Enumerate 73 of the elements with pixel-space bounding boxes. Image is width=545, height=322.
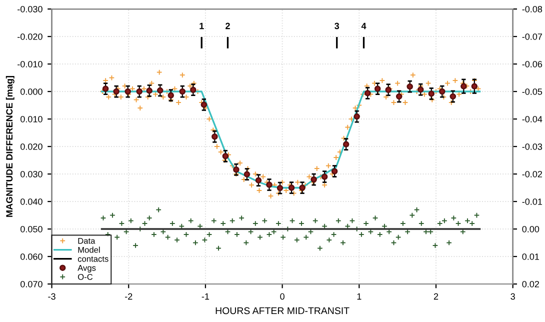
x-axis-title: HOURS AFTER MID-TRANSIT <box>216 307 350 314</box>
y2-tick-label: 0.02 <box>522 280 539 288</box>
y2-tick-label: -0.05 <box>522 88 542 95</box>
y-tick-label: 0.000 <box>20 88 42 95</box>
point <box>212 133 218 140</box>
point <box>396 93 402 100</box>
point <box>364 90 371 96</box>
point <box>222 153 229 160</box>
point <box>136 88 143 95</box>
y2-tick-label: -0.01 <box>522 198 542 205</box>
x-tick-label: 3 <box>510 293 515 300</box>
legend-label: Data <box>78 238 96 244</box>
y2-tick-label: 0.00 <box>522 226 540 232</box>
point <box>331 168 338 174</box>
y-tick-label: 0.010 <box>20 116 42 122</box>
y2-tick-label: -0.08 <box>522 6 542 12</box>
point <box>179 88 186 95</box>
point <box>418 86 424 93</box>
point <box>354 113 360 120</box>
point <box>288 184 295 191</box>
point <box>124 88 131 95</box>
point <box>299 184 306 191</box>
point <box>374 86 381 92</box>
point <box>471 83 478 90</box>
x-tick-label: -3 <box>48 293 56 300</box>
point <box>439 88 446 95</box>
point <box>255 177 262 184</box>
annotation: 2 <box>226 22 230 30</box>
x-tick-label: 2 <box>434 293 438 300</box>
y-tick-label: 0.030 <box>20 170 42 178</box>
y-tick-label: -0.010 <box>18 60 42 68</box>
annotation: 4 <box>361 22 366 30</box>
point <box>146 88 152 94</box>
y-tick-label: -0.030 <box>18 6 42 12</box>
point <box>113 88 120 95</box>
annotation: 1 <box>200 22 204 30</box>
y2-tick-label: -0.02 <box>522 170 542 178</box>
x-tick-label: -2 <box>125 293 132 300</box>
point <box>310 176 317 183</box>
y-tick-label: 0.020 <box>20 143 42 150</box>
legend-label: contacts <box>78 256 108 262</box>
point <box>276 184 284 192</box>
y2-tick-label: -0.06 <box>522 60 542 68</box>
y-tick-label: -0.020 <box>18 33 42 40</box>
point <box>266 182 272 188</box>
point <box>102 86 109 92</box>
y2-tick-label: -0.04 <box>522 116 542 122</box>
x-tick-label: 1 <box>357 293 362 300</box>
point <box>450 93 456 100</box>
legend-label: Model <box>78 246 100 253</box>
point <box>321 174 328 180</box>
y-tick-label: 0.050 <box>20 226 42 232</box>
x-tick-label: -1 <box>202 293 210 300</box>
legend-label: O-C <box>78 274 93 280</box>
y-tick-label: 0.070 <box>20 280 42 288</box>
y2-tick-label: -0.07 <box>522 33 542 40</box>
annotation: 3 <box>334 22 340 30</box>
point <box>342 141 350 148</box>
y-tick-label: 0.060 <box>20 253 42 260</box>
y-axis-title: MAGNITUDE DIFFERENCE [mag] <box>6 76 14 217</box>
y2-tick-label: 0.01 <box>522 253 540 260</box>
point <box>157 87 164 94</box>
point <box>200 102 208 108</box>
point <box>244 171 250 178</box>
x-tick-label: 0 <box>280 293 284 300</box>
point <box>233 166 240 173</box>
y-tick-label: 0.040 <box>20 198 42 205</box>
point <box>190 86 196 93</box>
point <box>428 90 435 97</box>
legend-label: Avgs <box>78 265 96 272</box>
y2-tick-label: -0.03 <box>522 143 542 150</box>
point <box>168 92 174 98</box>
point <box>460 83 467 90</box>
